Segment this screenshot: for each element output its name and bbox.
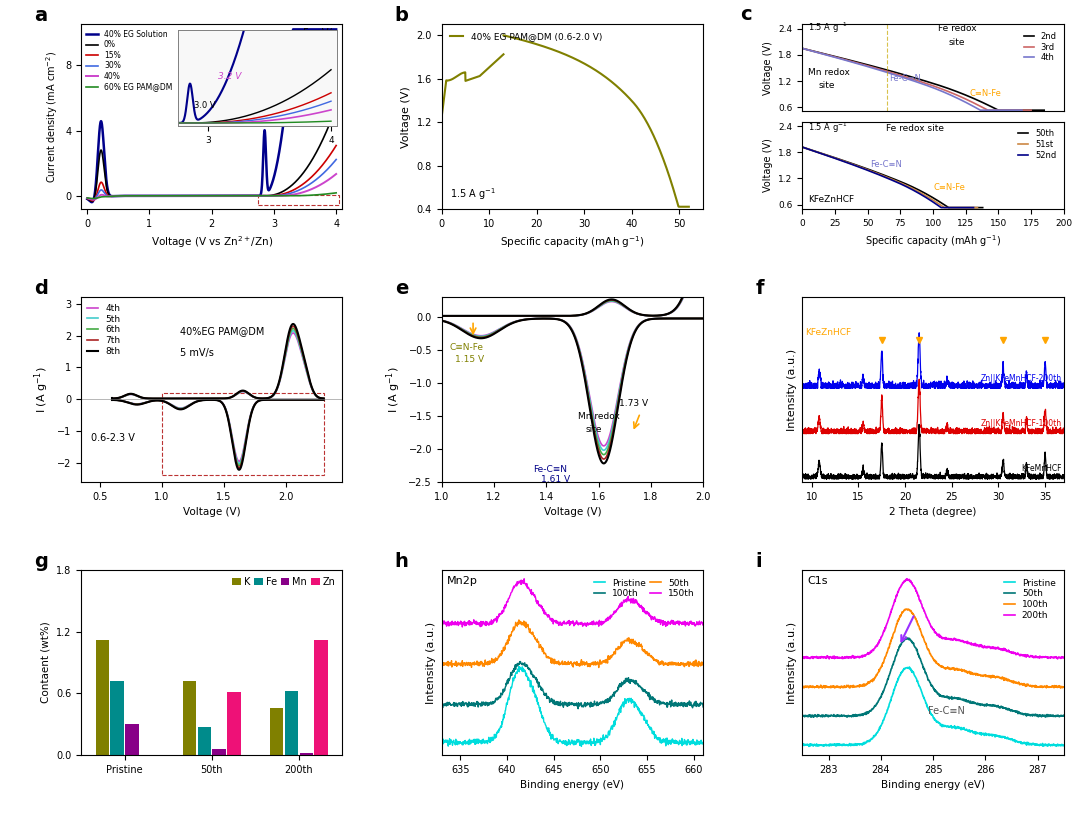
Bar [270, 707, 283, 755]
Bar [258, 195, 339, 205]
Text: g: g [33, 552, 48, 570]
Text: 40%EG PAM@DM: 40%EG PAM@DM [180, 326, 265, 336]
Y-axis label: I (A g$^{-1}$): I (A g$^{-1}$) [32, 366, 52, 413]
Text: Zn||KFeMnHCF-100th: Zn||KFeMnHCF-100th [981, 419, 1062, 428]
Text: C1s: C1s [808, 576, 828, 586]
Text: 5 mV/s: 5 mV/s [303, 29, 337, 38]
Text: 0.6-2.3 V: 0.6-2.3 V [92, 433, 135, 443]
Text: Mn redox: Mn redox [578, 412, 620, 421]
Bar [213, 748, 226, 755]
Bar [110, 681, 124, 755]
X-axis label: Specific capacity (mAh g$^{-1}$): Specific capacity (mAh g$^{-1}$) [500, 234, 645, 250]
Text: Fe-C≡N: Fe-C≡N [534, 465, 567, 474]
Text: Fe-C≡N: Fe-C≡N [870, 160, 902, 169]
Legend: Pristine, 50th, 100th, 200th: Pristine, 50th, 100th, 200th [1000, 575, 1059, 623]
Text: 5 mV/s: 5 mV/s [180, 348, 214, 358]
Text: a: a [33, 6, 48, 24]
Y-axis label: Voltage (V): Voltage (V) [762, 139, 773, 193]
Text: KFeZnHCF: KFeZnHCF [806, 328, 851, 337]
Bar [96, 640, 109, 755]
Text: 1.15 V: 1.15 V [455, 355, 484, 364]
Y-axis label: Voltage (V): Voltage (V) [401, 86, 411, 148]
Legend: 40% EG PAM@DM (0.6-2.0 V): 40% EG PAM@DM (0.6-2.0 V) [446, 29, 606, 45]
Text: Zn||KFeMnHCF-200th: Zn||KFeMnHCF-200th [981, 374, 1062, 383]
Text: C≡N-Fe: C≡N-Fe [970, 89, 1001, 98]
Text: h: h [394, 552, 408, 570]
X-axis label: Binding energy (eV): Binding energy (eV) [521, 780, 624, 790]
Legend: 4th, 5th, 6th, 7th, 8th: 4th, 5th, 6th, 7th, 8th [85, 302, 122, 357]
Text: site: site [949, 38, 966, 47]
Bar [299, 752, 313, 755]
Bar [162, 392, 324, 476]
Bar [183, 681, 197, 755]
X-axis label: Binding energy (eV): Binding energy (eV) [881, 780, 985, 790]
Y-axis label: Intensity (a.u.): Intensity (a.u.) [787, 348, 797, 431]
Legend: 40% EG Solution, 0%, 15%, 30%, 40%, 60% EG PAM@DM: 40% EG Solution, 0%, 15%, 30%, 40%, 60% … [85, 29, 174, 93]
Bar [285, 691, 298, 755]
Text: Fe-C≡N: Fe-C≡N [889, 74, 920, 83]
Text: 1.61 V: 1.61 V [541, 475, 570, 484]
X-axis label: Voltage (V): Voltage (V) [543, 507, 602, 517]
Y-axis label: Contaent (wt%): Contaent (wt%) [40, 622, 51, 703]
X-axis label: Voltage (V vs Zn$^{2+}$/Zn): Voltage (V vs Zn$^{2+}$/Zn) [150, 234, 273, 250]
Y-axis label: Voltage (V): Voltage (V) [762, 41, 773, 95]
X-axis label: 2 Theta (degree): 2 Theta (degree) [890, 507, 976, 517]
Legend: 2nd, 3rd, 4th: 2nd, 3rd, 4th [1021, 29, 1059, 65]
Bar [314, 640, 327, 755]
Text: Fe-C≡N: Fe-C≡N [928, 706, 964, 716]
Text: c: c [740, 5, 752, 24]
Text: 1.73 V: 1.73 V [620, 399, 649, 408]
Y-axis label: Current density (mA cm$^{-2}$): Current density (mA cm$^{-2}$) [44, 51, 59, 183]
Y-axis label: Intensity (a.u.): Intensity (a.u.) [787, 622, 797, 703]
Text: e: e [394, 279, 408, 298]
Y-axis label: Intensity (a.u.): Intensity (a.u.) [427, 622, 436, 703]
Bar [125, 724, 138, 755]
Legend: 50th, 51st, 52nd: 50th, 51st, 52nd [1015, 126, 1059, 163]
Text: site: site [819, 81, 835, 90]
Text: b: b [394, 6, 408, 24]
Text: KFeMnHCF: KFeMnHCF [1022, 464, 1062, 473]
Bar [227, 692, 241, 755]
Text: KFeZnHCF: KFeZnHCF [808, 195, 854, 204]
Bar [198, 727, 211, 755]
Text: i: i [755, 552, 762, 570]
Text: 1.5 A g$^{-1}$: 1.5 A g$^{-1}$ [808, 120, 848, 135]
Text: site: site [585, 425, 602, 434]
Text: C≡N-Fe: C≡N-Fe [933, 183, 966, 192]
Text: Mn redox: Mn redox [808, 68, 850, 77]
Text: d: d [33, 279, 48, 298]
Text: 1.5 A g$^{-1}$: 1.5 A g$^{-1}$ [808, 21, 848, 35]
Text: Fe redox: Fe redox [939, 24, 977, 33]
Y-axis label: I (A g$^{-1}$): I (A g$^{-1}$) [384, 366, 403, 413]
Legend: K, Fe, Mn, Zn: K, Fe, Mn, Zn [230, 575, 338, 589]
Text: C≡N-Fe: C≡N-Fe [449, 343, 484, 353]
Text: Fe redox site: Fe redox site [886, 123, 944, 133]
Text: Mn2p: Mn2p [447, 576, 477, 586]
Legend: Pristine, 100th, 50th, 150th: Pristine, 100th, 50th, 150th [591, 575, 699, 602]
Text: 1.5 A g$^{-1}$: 1.5 A g$^{-1}$ [449, 186, 496, 202]
X-axis label: Voltage (V): Voltage (V) [183, 507, 241, 517]
X-axis label: Specific capacity (mAh g$^{-1}$): Specific capacity (mAh g$^{-1}$) [865, 233, 1001, 249]
Text: f: f [755, 279, 764, 298]
